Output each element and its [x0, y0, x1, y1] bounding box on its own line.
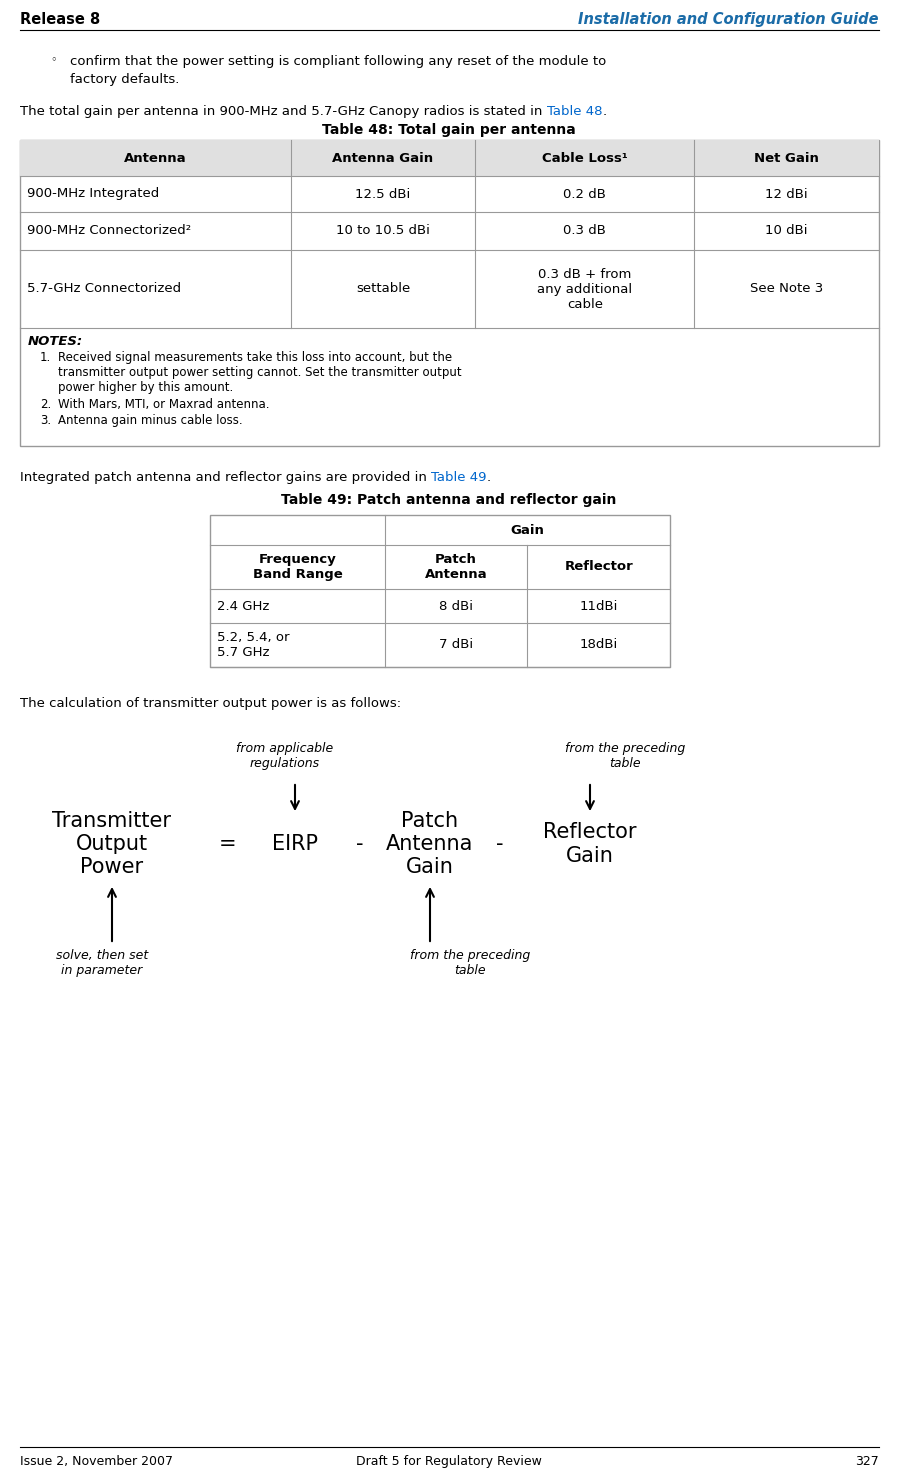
- Text: 8 dBi: 8 dBi: [439, 600, 473, 613]
- Text: Antenna Gain: Antenna Gain: [333, 152, 433, 165]
- Text: Table 49: Table 49: [432, 471, 486, 485]
- Text: Reflector: Reflector: [565, 561, 633, 573]
- Text: settable: settable: [356, 283, 410, 296]
- Text: Table 49: Patch antenna and reflector gain: Table 49: Patch antenna and reflector ga…: [281, 493, 617, 507]
- Text: Issue 2, November 2007: Issue 2, November 2007: [20, 1455, 173, 1469]
- Text: Patch
Antenna
Gain: Patch Antenna Gain: [387, 810, 474, 878]
- Text: 3.: 3.: [40, 414, 51, 427]
- Text: NOTES:: NOTES:: [28, 334, 83, 348]
- Text: 18dBi: 18dBi: [580, 638, 618, 651]
- Text: 900-MHz Integrated: 900-MHz Integrated: [27, 187, 159, 200]
- Text: Installation and Configuration Guide: Installation and Configuration Guide: [578, 12, 879, 27]
- Bar: [210, 516, 670, 667]
- Text: confirm that the power setting is compliant following any reset of the module to: confirm that the power setting is compli…: [70, 55, 606, 68]
- Text: 7 dBi: 7 dBi: [439, 638, 473, 651]
- Text: 0.3 dB + from
any additional
cable: 0.3 dB + from any additional cable: [538, 268, 632, 311]
- Text: Antenna gain minus cable loss.: Antenna gain minus cable loss.: [58, 414, 243, 427]
- Text: ◦: ◦: [50, 55, 57, 65]
- Text: .: .: [602, 105, 606, 118]
- Text: Net Gain: Net Gain: [754, 152, 819, 165]
- Text: factory defaults.: factory defaults.: [70, 74, 180, 85]
- Text: 2.: 2.: [40, 398, 51, 411]
- Text: from the preceding
table: from the preceding table: [565, 742, 685, 770]
- Text: Transmitter
Output
Power: Transmitter Output Power: [52, 810, 172, 878]
- Text: Patch
Antenna: Patch Antenna: [425, 552, 487, 580]
- Text: 12 dBi: 12 dBi: [765, 187, 808, 200]
- Bar: [20, 140, 879, 175]
- Text: 11dBi: 11dBi: [580, 600, 618, 613]
- Text: Draft 5 for Regulatory Review: Draft 5 for Regulatory Review: [356, 1455, 542, 1469]
- Text: 900-MHz Connectorized²: 900-MHz Connectorized²: [27, 224, 191, 237]
- Text: See Note 3: See Note 3: [750, 283, 823, 296]
- Text: 327: 327: [855, 1455, 879, 1469]
- Text: -: -: [496, 834, 503, 854]
- Text: 5.2, 5.4, or
5.7 GHz: 5.2, 5.4, or 5.7 GHz: [217, 630, 289, 658]
- Text: 10 dBi: 10 dBi: [765, 224, 808, 237]
- Text: .: .: [486, 471, 491, 485]
- Text: Cable Loss¹: Cable Loss¹: [542, 152, 628, 165]
- Text: Received signal measurements take this loss into account, but the
transmitter ou: Received signal measurements take this l…: [58, 351, 461, 393]
- Text: Table 48: Total gain per antenna: Table 48: Total gain per antenna: [322, 124, 576, 137]
- Text: from the preceding
table: from the preceding table: [410, 949, 530, 977]
- Text: 0.3 dB: 0.3 dB: [564, 224, 606, 237]
- Text: Table 48: Table 48: [547, 105, 602, 118]
- Text: 0.2 dB: 0.2 dB: [564, 187, 606, 200]
- Text: 5.7-GHz Connectorized: 5.7-GHz Connectorized: [27, 283, 181, 296]
- Bar: [20, 140, 879, 446]
- Text: 12.5 dBi: 12.5 dBi: [355, 187, 411, 200]
- Text: 1.: 1.: [40, 351, 51, 364]
- Text: Reflector
Gain: Reflector Gain: [543, 822, 636, 866]
- Text: -: -: [356, 834, 364, 854]
- Text: Release 8: Release 8: [20, 12, 101, 27]
- Text: With Mars, MTI, or Maxrad antenna.: With Mars, MTI, or Maxrad antenna.: [58, 398, 270, 411]
- Text: The calculation of transmitter output power is as follows:: The calculation of transmitter output po…: [20, 697, 401, 710]
- Text: =: =: [219, 834, 236, 854]
- Text: Frequency
Band Range: Frequency Band Range: [253, 552, 343, 580]
- Text: 10 to 10.5 dBi: 10 to 10.5 dBi: [336, 224, 430, 237]
- Text: solve, then set
in parameter: solve, then set in parameter: [56, 949, 148, 977]
- Text: 2.4 GHz: 2.4 GHz: [217, 600, 270, 613]
- Text: EIRP: EIRP: [272, 834, 318, 854]
- Text: Antenna: Antenna: [124, 152, 187, 165]
- Text: The total gain per antenna in 900-MHz and 5.7-GHz Canopy radios is stated in: The total gain per antenna in 900-MHz an…: [20, 105, 547, 118]
- Text: from applicable
regulations: from applicable regulations: [236, 742, 334, 770]
- Text: Integrated patch antenna and reflector gains are provided in: Integrated patch antenna and reflector g…: [20, 471, 432, 485]
- Text: Gain: Gain: [511, 523, 544, 536]
